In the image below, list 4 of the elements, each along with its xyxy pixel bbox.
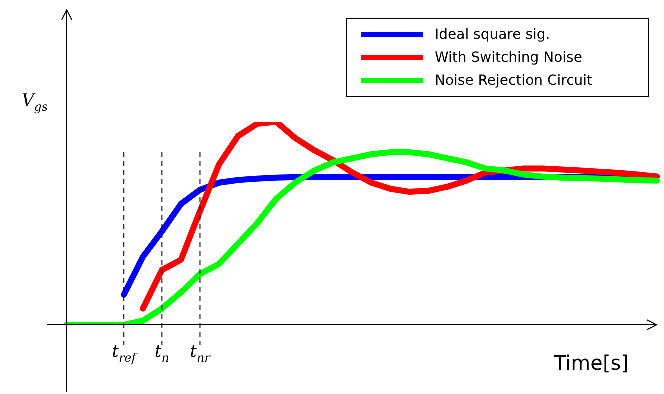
legend-label: With Switching Noise <box>435 50 582 66</box>
x-axis-title: Time[s] <box>553 351 629 375</box>
legend-label: Ideal square sig. <box>435 26 550 42</box>
legend-label: Noise Rejection Circuit <box>435 72 593 88</box>
